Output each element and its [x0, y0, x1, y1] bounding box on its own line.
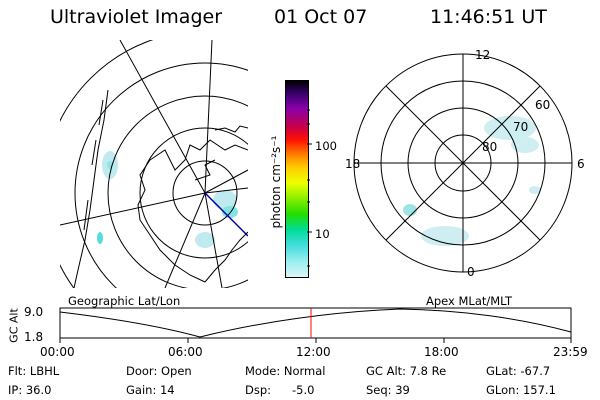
- x-tick-1200: 12:00: [296, 345, 331, 359]
- mlat-label-80: 80: [482, 140, 498, 154]
- x-tick-2359: 23:59: [553, 345, 588, 359]
- aurora-emission-right: [403, 116, 541, 246]
- time-label: 11:46:51 UT: [430, 6, 547, 28]
- color-scale-gradient: [286, 81, 308, 277]
- alt-tick-high: 9.0: [24, 305, 44, 319]
- apex-panel-label: Apex MLat/MLT: [426, 294, 513, 308]
- x-tick-1800: 18:00: [424, 345, 459, 359]
- mlt-label-18: 18: [345, 157, 361, 171]
- x-tick-0600: 06:00: [168, 345, 203, 359]
- geographic-panel-label: Geographic Lat/Lon: [68, 294, 181, 308]
- mlat-label-60: 60: [535, 98, 551, 112]
- x-tick-0000: 00:00: [40, 345, 75, 359]
- colorbar-tick-10: 10: [315, 227, 330, 241]
- colorbar-tick-100: 100: [315, 139, 337, 153]
- instrument-title: Ultraviolet Imager: [50, 6, 223, 28]
- sequence-status: Seq: 39: [366, 383, 410, 397]
- gc-alt-status: GC Alt: 7.8 Re: [366, 364, 447, 378]
- altitude-curve: [59, 308, 572, 338]
- mlat-label-70: 70: [513, 120, 529, 134]
- color-scale-bar: [285, 80, 309, 278]
- mlt-label-12: 12: [475, 48, 491, 62]
- ip-status: IP: 36.0: [8, 383, 52, 397]
- color-scale-ticks: [307, 109, 312, 267]
- mlt-label-0: 0: [467, 265, 475, 279]
- mode-status: Mode: Normal: [245, 364, 326, 378]
- gain-status: Gain: 14: [126, 383, 175, 397]
- glon-status: GLon: 157.1: [486, 383, 556, 397]
- mlt-label-6: 6: [577, 157, 585, 171]
- door-status: Door: Open: [126, 364, 192, 378]
- dsp-value: -5.0: [292, 383, 315, 397]
- alt-tick-low: 1.8: [24, 330, 44, 344]
- filter-status: Flt: LBHL: [8, 364, 60, 378]
- date-label: 01 Oct 07: [274, 6, 368, 28]
- dsp-label: Dsp:: [245, 383, 272, 397]
- glat-status: GLat: -67.7: [486, 364, 551, 378]
